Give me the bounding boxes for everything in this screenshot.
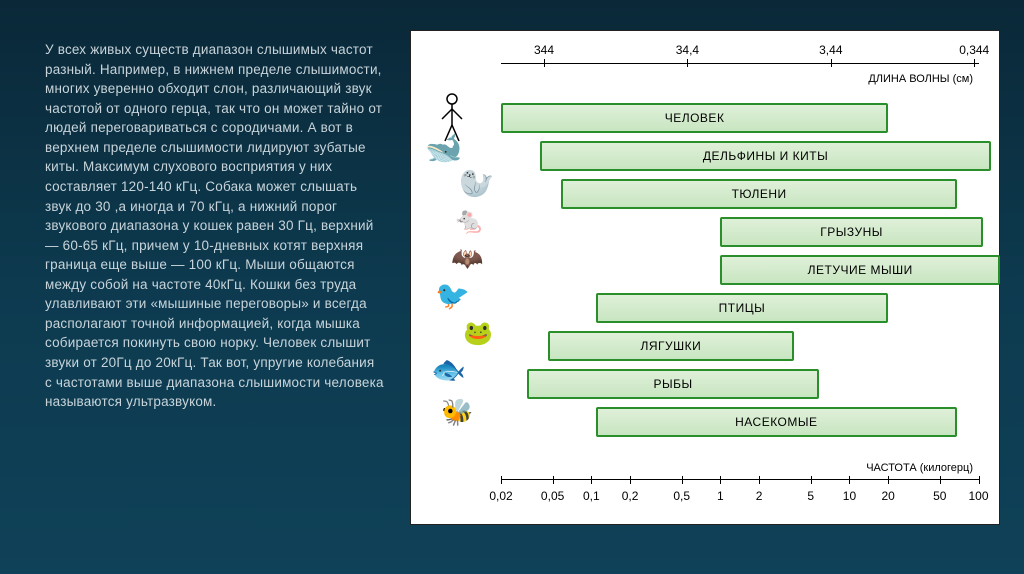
axis-tick (979, 476, 980, 484)
range-bar: ЧЕЛОВЕК (501, 103, 888, 133)
axis-tick (974, 59, 975, 67)
bee-icon: 🐝 (441, 397, 473, 428)
axis-tick-label: 34,4 (676, 43, 699, 57)
seal-icon: 🦭 (459, 167, 494, 200)
axis-line (501, 479, 979, 480)
bar-row: ГРЫЗУНЫ (501, 217, 979, 251)
axis-tick-label: 2 (756, 489, 763, 503)
axis-tick-label: 5 (807, 489, 814, 503)
mouse-icon: 🐁 (453, 205, 485, 236)
axis-tick-label: 1 (717, 489, 724, 503)
bat-icon: 🦇 (451, 243, 483, 274)
axis-tick (940, 476, 941, 484)
chart-panel: ДЛИНА ВОЛНЫ (см) 34434,43,440,344 🐋🦭🐁🦇🐦🐟… (405, 0, 1015, 574)
bar-row: ДЕЛЬФИНЫ И КИТЫ (501, 141, 979, 175)
axis-tick-label: 20 (881, 489, 894, 503)
axis-tick (544, 59, 545, 67)
axis-tick (811, 476, 812, 484)
bar-row: ЛЕТУЧИЕ МЫШИ (501, 255, 979, 289)
axis-tick-label: 50 (933, 489, 946, 503)
frog-icon: 🐸 (463, 319, 493, 348)
range-bar: ПТИЦЫ (596, 293, 889, 323)
chart-area: ДЛИНА ВОЛНЫ (см) 34434,43,440,344 🐋🦭 🐁 🦇 🐦 🐟… (423, 49, 979, 506)
axis-tick-label: 0,344 (959, 43, 989, 57)
bar-row: ЧЕЛОВЕК (501, 103, 979, 137)
axis-tick (501, 476, 502, 484)
wavelength-axis: ДЛИНА ВОЛНЫ (см) 34434,43,440,344 (501, 49, 979, 87)
range-bar: ТЮЛЕНИ (561, 179, 957, 209)
bar-row: НАСЕКОМЫЕ (501, 407, 979, 441)
axis-tick (888, 476, 889, 484)
bottom-axis-title: ЧАСТОТА (килогерц) (866, 462, 973, 474)
frequency-axis: ЧАСТОТА (килогерц) 0,020,050,10,20,51251… (501, 464, 979, 506)
bar-row: ЛЯГУШКИ (501, 331, 979, 365)
axis-tick-label: 0,1 (583, 489, 600, 503)
whale-icon: 🐋 (425, 131, 462, 166)
axis-tick-label: 0,02 (489, 489, 512, 503)
axis-tick-label: 10 (843, 489, 856, 503)
axis-tick-label: 344 (534, 43, 554, 57)
axis-tick (849, 476, 850, 484)
axis-tick-label: 0,2 (622, 489, 639, 503)
axis-tick (682, 476, 683, 484)
axis-tick (759, 476, 760, 484)
bars-area: ЧЕЛОВЕК ДЕЛЬФИНЫ И КИТЫ ТЮЛЕНИ ГРЫЗУНЫ ЛЕТУЧ… (501, 103, 979, 458)
bird-icon: 🐦 (435, 279, 470, 312)
range-bar: ЛЕТУЧИЕ МЫШИ (720, 255, 1000, 285)
axis-tick (687, 59, 688, 67)
text-panel: У всех живых существ диапазон слышимых ч… (0, 0, 405, 574)
axis-tick (720, 476, 721, 484)
bar-row: РЫБЫ (501, 369, 979, 403)
hearing-range-chart: ДЛИНА ВОЛНЫ (см) 34434,43,440,344 🐋🦭🐁🦇🐦🐟… (410, 30, 1000, 525)
range-bar: РЫБЫ (527, 369, 820, 399)
axis-tick-label: 3,44 (819, 43, 842, 57)
axis-tick-label: 100 (969, 489, 989, 503)
fish-icon: 🐟 (431, 353, 466, 386)
axis-line (501, 63, 979, 64)
axis-tick-label: 0,05 (541, 489, 564, 503)
top-axis-title: ДЛИНА ВОЛНЫ (см) (868, 73, 973, 85)
axis-tick (591, 476, 592, 484)
bar-row: ПТИЦЫ (501, 293, 979, 327)
axis-tick-label: 0,5 (673, 489, 690, 503)
axis-tick (831, 59, 832, 67)
range-bar: ГРЫЗУНЫ (720, 217, 982, 247)
species-icons: 🐋🦭 🐁 🦇 🐦 🐟 🐸 🐝 (423, 97, 499, 458)
range-bar: ДЕЛЬФИНЫ И КИТЫ (540, 141, 992, 171)
range-bar: НАСЕКОМЫЕ (596, 407, 957, 437)
axis-tick (630, 476, 631, 484)
axis-tick (553, 476, 554, 484)
range-bar: ЛЯГУШКИ (548, 331, 793, 361)
bar-row: ТЮЛЕНИ (501, 179, 979, 213)
body-paragraph: У всех живых существ диапазон слышимых ч… (45, 40, 385, 412)
